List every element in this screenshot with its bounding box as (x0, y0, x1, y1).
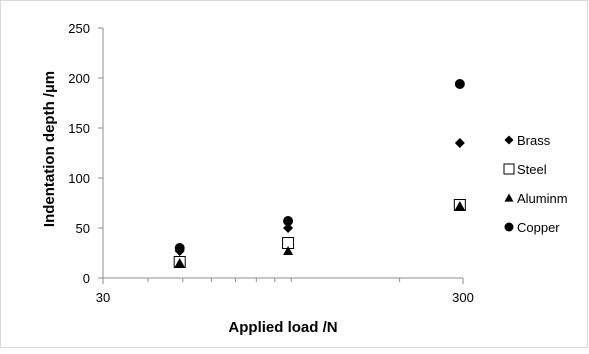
legend-copper-marker (504, 222, 514, 232)
x-tick-label: 30 (96, 290, 110, 305)
y-tick-label: 0 (83, 271, 90, 286)
legend-brass-marker (504, 135, 514, 145)
copper-point (283, 216, 294, 226)
y-tick-label: 150 (68, 121, 90, 136)
aluminm-point (174, 258, 185, 267)
tick-labels: 0 50 100 150 200 250 30 300 (68, 21, 474, 305)
legend-copper-label: Copper (517, 220, 560, 235)
aluminm-point (283, 246, 294, 255)
data-points (173, 79, 466, 268)
axes (98, 27, 464, 284)
brass-point (283, 223, 294, 233)
x-tick-label: 300 (452, 290, 474, 305)
y-tick-label: 200 (68, 71, 90, 86)
legend-aluminm-label: Aluminm (517, 191, 568, 206)
x-axis-title: Applied load /N (228, 319, 337, 336)
copper-point (454, 79, 465, 89)
y-tick-label: 250 (68, 21, 90, 36)
y-tick-label: 100 (68, 171, 90, 186)
brass-point (454, 138, 465, 148)
copper-point (174, 243, 185, 253)
y-tick-label: 50 (76, 221, 90, 236)
legend-brass-label: Brass (517, 133, 551, 148)
aluminm-point (454, 201, 465, 210)
y-axis-title: Indentation depth /µm (41, 71, 58, 227)
legend-aluminm-marker (504, 193, 514, 202)
legend: Brass Steel Aluminm Copper (503, 133, 568, 235)
legend-steel-label: Steel (517, 162, 547, 177)
legend-steel-marker (503, 163, 515, 175)
